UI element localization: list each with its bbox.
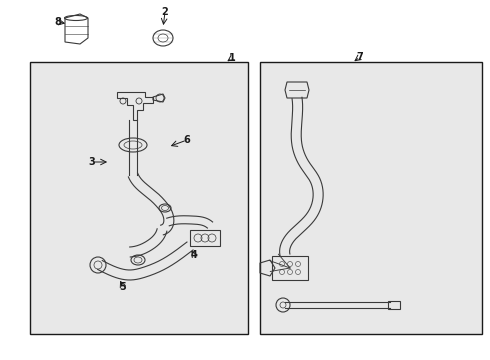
Bar <box>272 256 308 280</box>
Text: 8: 8 <box>54 17 61 27</box>
Text: 4: 4 <box>191 250 197 260</box>
Text: 5: 5 <box>120 282 126 292</box>
Bar <box>30 62 248 334</box>
Text: 1: 1 <box>229 53 235 63</box>
Bar <box>190 230 220 246</box>
Bar <box>388 301 400 309</box>
Bar <box>260 62 482 334</box>
Text: 2: 2 <box>162 7 169 17</box>
Text: 6: 6 <box>184 135 191 145</box>
Text: 3: 3 <box>89 157 96 167</box>
Text: 7: 7 <box>357 52 364 62</box>
